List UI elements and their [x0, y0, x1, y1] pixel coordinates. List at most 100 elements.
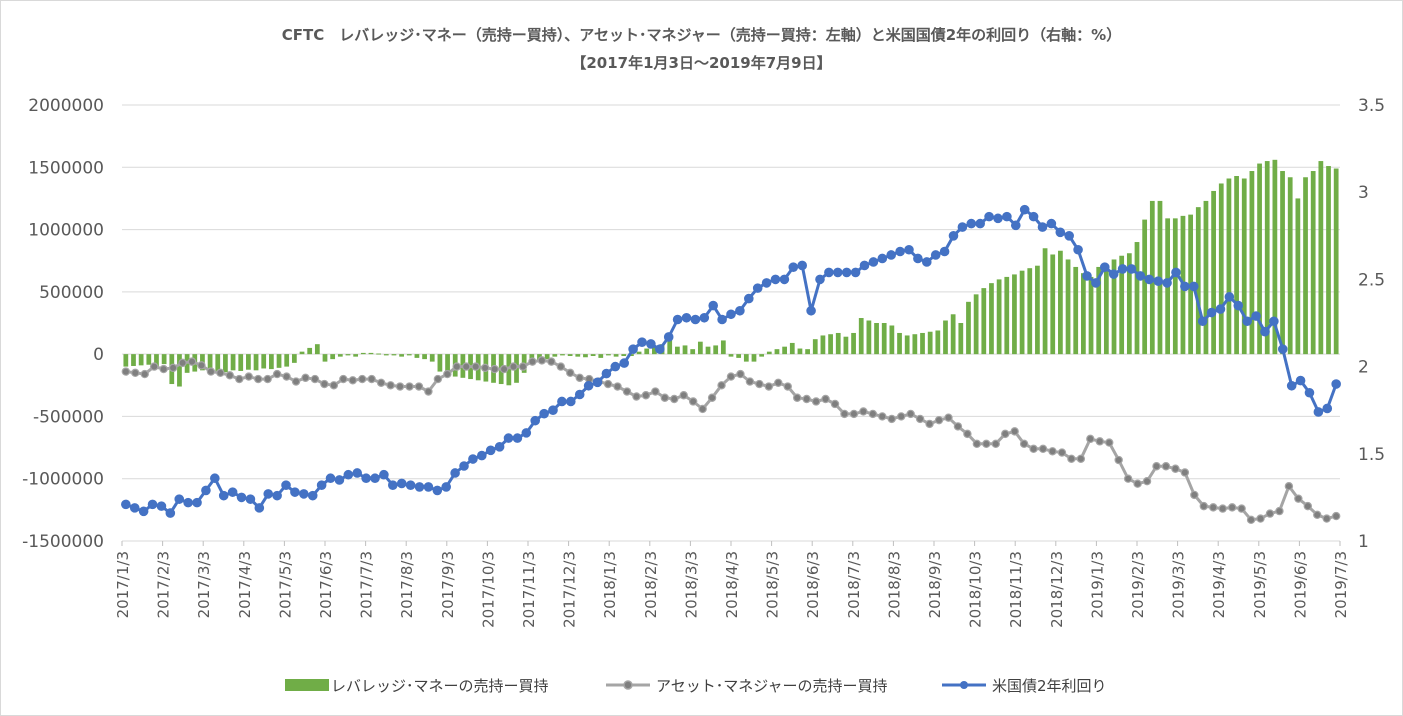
us-2y-yield-point	[610, 361, 621, 372]
bar	[766, 351, 772, 355]
bar	[713, 345, 719, 355]
us-2y-yield-point	[379, 469, 389, 480]
asset-manager-point	[774, 378, 783, 387]
us-2y-yield-point	[245, 494, 256, 504]
asset-manager-point	[348, 376, 357, 385]
bar	[261, 354, 267, 369]
asset-manager-point	[131, 368, 140, 378]
bar	[981, 288, 987, 355]
asset-manager-point	[1313, 510, 1322, 520]
bar	[1058, 250, 1063, 355]
bar	[736, 354, 742, 358]
us-2y-yield-point	[192, 497, 202, 508]
us-2y-yield-point	[566, 396, 576, 407]
bar	[437, 354, 443, 372]
us-2y-yield-point	[441, 482, 452, 492]
us-2y-yield-point	[788, 262, 799, 272]
bar	[345, 354, 351, 356]
us-2y-yield-point	[1135, 271, 1146, 281]
us-2y-yield-point	[859, 260, 870, 271]
us-2y-yield-point	[1304, 387, 1315, 398]
x-axis-tick-label: 2018/12/3	[1048, 551, 1066, 628]
asset-manager-point	[821, 394, 830, 404]
asset-manager-point	[944, 413, 953, 422]
asset-manager-point	[830, 399, 840, 409]
left-axis-tick-label: 2000000	[28, 96, 104, 116]
bar	[828, 334, 833, 355]
bar	[123, 354, 129, 367]
x-axis-tick-label: 2017/7/3	[358, 551, 376, 618]
bar	[667, 339, 673, 355]
us-2y-yield-point	[1126, 264, 1137, 274]
asset-manager-point	[878, 412, 887, 421]
us-2y-yield-point	[699, 312, 710, 323]
bar	[866, 320, 872, 355]
chart-subtitle: 【2017年1月3日～2019年7月9日】	[571, 54, 832, 72]
right-axis-tick-label: 2	[1358, 358, 1369, 378]
asset-manager-point	[197, 361, 206, 370]
bar	[1280, 171, 1285, 355]
us-2y-yield-point	[201, 485, 211, 496]
bar	[851, 332, 856, 355]
bar	[207, 354, 213, 370]
us-2y-yield-point	[726, 309, 736, 320]
x-axis-tick-label: 2018/5/3	[764, 551, 782, 618]
asset-manager-point	[547, 357, 556, 366]
us-2y-yield-point	[370, 473, 380, 484]
left-axis-tick-label: -500000	[33, 407, 104, 427]
legend-swatch-bar	[285, 679, 329, 691]
bar	[1142, 219, 1148, 355]
asset-manager-point	[291, 377, 301, 386]
bar	[874, 323, 879, 355]
x-axis-tick-label: 2017/8/3	[398, 551, 416, 618]
chart-title: CFTC レバレッジ･マネー（売持ー買持）、アセット･マネジャー（売持ー買持：左…	[281, 26, 1122, 44]
bar	[146, 354, 152, 365]
bar	[253, 354, 259, 371]
us-2y-yield-point	[1046, 218, 1057, 229]
bar	[422, 354, 427, 360]
us-2y-yield-point	[832, 267, 843, 278]
bar	[843, 336, 849, 355]
left-axis-tick-label: 1500000	[28, 158, 104, 178]
us-2y-yield-point	[646, 339, 656, 349]
x-axis-tick-label: 2017/12/3	[561, 551, 579, 628]
us-2y-yield-point	[129, 503, 140, 513]
us-2y-yield-point	[334, 475, 345, 485]
bar	[337, 354, 343, 357]
bar	[881, 323, 887, 355]
us-2y-yield-point	[761, 278, 772, 288]
us-2y-yield-point	[1251, 311, 1261, 321]
asset-manager-point	[982, 439, 991, 449]
asset-manager-point	[1209, 503, 1218, 512]
us-2y-yield-point	[1028, 211, 1039, 222]
bar	[1111, 259, 1117, 355]
x-axis-tick-label: 2018/6/3	[804, 551, 822, 618]
asset-manager-point	[216, 368, 225, 378]
bar	[1103, 264, 1109, 355]
asset-manager-point	[178, 358, 187, 368]
bar	[743, 354, 749, 362]
us-2y-yield-point	[601, 368, 612, 379]
bar	[697, 341, 703, 355]
bar	[904, 335, 910, 355]
bar	[996, 279, 1002, 355]
asset-manager-point	[755, 379, 764, 389]
bar	[154, 354, 159, 370]
us-2y-yield-point	[272, 490, 282, 501]
us-2y-yield-point	[1188, 281, 1199, 292]
bar	[675, 346, 680, 355]
asset-manager-point	[1237, 504, 1246, 513]
us-2y-yield-point	[254, 503, 265, 513]
bar	[782, 346, 787, 355]
bar	[1264, 161, 1270, 355]
legend-item-asset-manager: アセット･マネジャーの売持ー買持	[606, 674, 887, 696]
asset-manager-point	[329, 381, 339, 390]
us-2y-yield-point	[1002, 211, 1012, 222]
asset-manager-point	[1114, 455, 1123, 465]
us-2y-yield-point	[423, 482, 434, 492]
us-2y-yield-point	[1055, 227, 1066, 238]
bar	[1303, 177, 1308, 355]
bar	[1081, 273, 1086, 355]
asset-manager-point	[613, 382, 622, 391]
x-axis-tick-label: 2017/4/3	[236, 551, 254, 618]
